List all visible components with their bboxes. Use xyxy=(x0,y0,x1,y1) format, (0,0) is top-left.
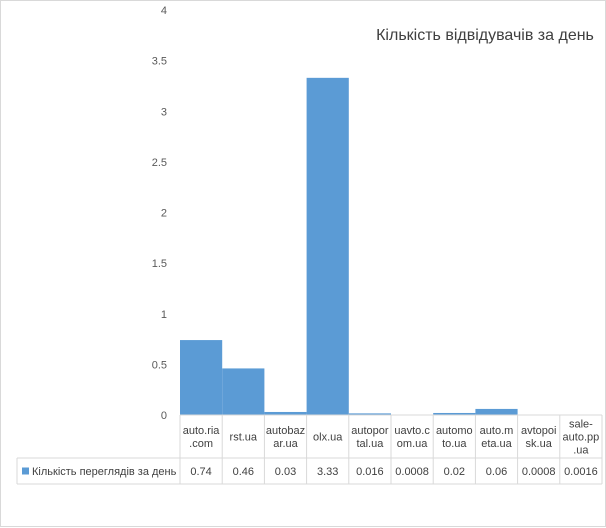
category-label-part: .com xyxy=(189,438,213,450)
data-value-label: 0.06 xyxy=(486,466,507,478)
y-tick-label: 0 xyxy=(161,410,167,422)
category-label-part: om.ua xyxy=(397,438,428,450)
chart-title: Кількість відвідувачів за день xyxy=(376,27,594,44)
category-label-part: autobaz xyxy=(266,425,305,437)
y-tick-label: 1.5 xyxy=(152,258,167,270)
data-value-label: 0.02 xyxy=(444,466,465,478)
data-value-label: 0.74 xyxy=(190,466,211,478)
data-value-label: 0.0008 xyxy=(522,466,556,478)
legend-label: Кількість переглядів за день xyxy=(32,466,177,478)
category-label-part: ar.ua xyxy=(273,438,298,450)
category-label-part: eta.ua xyxy=(481,438,512,450)
category-label-part: auto.ria xyxy=(183,425,221,437)
legend-swatch xyxy=(22,468,29,475)
y-tick-label: 1 xyxy=(161,309,167,321)
category-label-part: auto.m xyxy=(480,425,514,437)
data-value-label: 0.03 xyxy=(275,466,296,478)
y-axis: 0 0.5 1 1.5 2 2.5 3 3.5 4 xyxy=(152,5,167,422)
category-label-part: automo xyxy=(436,425,473,437)
bar xyxy=(180,340,222,415)
y-tick-label: 3 xyxy=(161,106,167,118)
y-tick-label: 2.5 xyxy=(152,157,167,169)
category-label-part: uavto.c xyxy=(394,425,430,437)
data-value-label: 0.016 xyxy=(356,466,384,478)
bar xyxy=(475,409,517,415)
category-label-part: avtopoi xyxy=(521,425,556,437)
category-label-part: rst.ua xyxy=(230,432,258,444)
category-label-part: .ua xyxy=(573,445,589,457)
category-label-part: tal.ua xyxy=(356,438,384,450)
category-label-part: autopor xyxy=(351,425,389,437)
data-value-label: 0.0016 xyxy=(564,466,598,478)
category-label-part: sale- xyxy=(569,419,593,431)
category-label-part: olx.ua xyxy=(313,432,343,444)
data-value-label: 0.46 xyxy=(233,466,254,478)
y-tick-label: 0.5 xyxy=(152,359,167,371)
category-label: rst.ua xyxy=(230,432,258,444)
y-tick-label: 3.5 xyxy=(152,56,167,68)
category-label-part: sk.ua xyxy=(526,438,553,450)
y-tick-label: 4 xyxy=(161,5,167,17)
data-value-label: 0.0008 xyxy=(395,466,429,478)
bars xyxy=(180,78,602,415)
category-label-part: auto.pp xyxy=(563,432,600,444)
y-tick-label: 2 xyxy=(161,208,167,220)
data-value-label: 3.33 xyxy=(317,466,338,478)
category-label-part: to.ua xyxy=(442,438,467,450)
category-label: auto.ria.com xyxy=(183,425,221,450)
category-label: sale-auto.pp.ua xyxy=(563,419,600,457)
bar xyxy=(307,78,349,415)
category-label: olx.ua xyxy=(313,432,343,444)
bar xyxy=(222,368,264,415)
